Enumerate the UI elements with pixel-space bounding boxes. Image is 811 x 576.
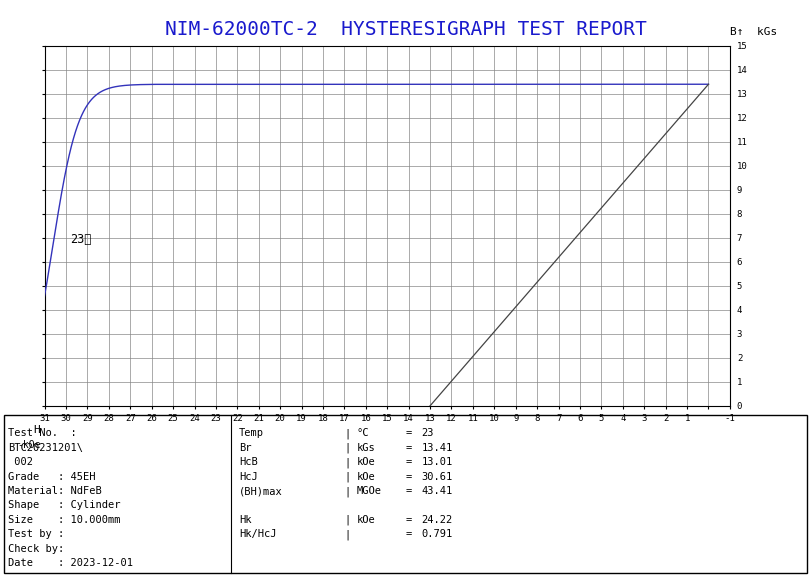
Text: Test by :: Test by : [8,529,64,539]
Text: Hk: Hk [239,515,251,525]
Text: 10: 10 [737,162,748,170]
Text: 23: 23 [422,429,434,438]
Text: Test No.  :: Test No. : [8,429,77,438]
Text: =: = [406,486,412,496]
Text: H: H [33,425,41,435]
Text: =: = [406,429,412,438]
Text: 0.791: 0.791 [422,529,453,539]
Text: 7: 7 [737,234,742,242]
Text: Hk/HcJ: Hk/HcJ [239,529,277,539]
Text: °C: °C [357,429,369,438]
Text: =: = [406,457,412,467]
Text: =: = [406,443,412,453]
Text: Material: NdFeB: Material: NdFeB [8,486,102,496]
Text: 5: 5 [737,282,742,290]
Text: |: | [345,529,351,540]
Text: =: = [406,529,412,539]
Text: 002: 002 [8,457,33,467]
Text: 24.22: 24.22 [422,515,453,525]
Text: Shape   : Cylinder: Shape : Cylinder [8,501,121,510]
Text: 13.41: 13.41 [422,443,453,453]
Text: MGOe: MGOe [357,486,382,496]
Text: kGs: kGs [357,443,375,453]
Text: =: = [406,515,412,525]
Text: 12: 12 [737,113,748,123]
Text: 11: 11 [737,138,748,146]
Text: 14: 14 [737,66,748,74]
Text: NIM-62000TC-2  HYSTERESIGRAPH TEST REPORT: NIM-62000TC-2 HYSTERESIGRAPH TEST REPORT [165,20,646,39]
Text: HcB: HcB [239,457,258,467]
Text: 23℃: 23℃ [71,233,92,246]
Text: |: | [345,486,351,497]
Text: 30.61: 30.61 [422,472,453,482]
Text: 2: 2 [737,354,742,362]
Text: Grade   : 45EH: Grade : 45EH [8,472,96,482]
Text: |: | [345,429,351,439]
Text: 1: 1 [737,378,742,386]
Text: kOe: kOe [357,457,375,467]
Text: Size    : 10.000mm: Size : 10.000mm [8,515,121,525]
Text: 6: 6 [737,257,742,267]
Text: 4: 4 [737,306,742,314]
Text: Date    : 2023-12-01: Date : 2023-12-01 [8,558,133,569]
Text: 0: 0 [737,401,742,411]
Text: |: | [345,515,351,525]
Text: |: | [345,443,351,453]
Text: (BH)max: (BH)max [239,486,283,496]
Text: 15: 15 [737,41,748,51]
Text: Br: Br [239,443,251,453]
Text: |: | [345,472,351,482]
Text: kOe: kOe [357,472,375,482]
Text: BTC20231201\: BTC20231201\ [8,443,83,453]
Text: 13.01: 13.01 [422,457,453,467]
Text: -kOe: -kOe [17,439,41,450]
Text: 9: 9 [737,185,742,195]
Text: 13: 13 [737,90,748,98]
Text: B↑  kGs: B↑ kGs [730,28,777,37]
Text: HcJ: HcJ [239,472,258,482]
Text: |: | [345,457,351,468]
Text: 43.41: 43.41 [422,486,453,496]
Text: Check by:: Check by: [8,544,64,554]
Text: =: = [406,472,412,482]
Text: 3: 3 [737,329,742,339]
Text: 8: 8 [737,210,742,218]
Text: kOe: kOe [357,515,375,525]
Text: Temp: Temp [239,429,264,438]
